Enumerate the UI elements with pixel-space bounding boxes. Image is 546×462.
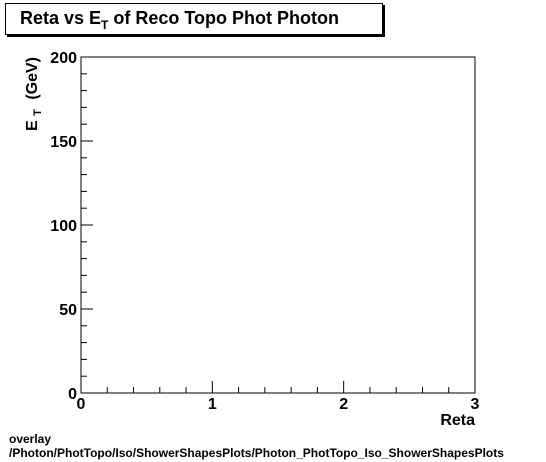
footer-line-overlay: overlay [9, 432, 52, 446]
y-axis-title: E T (GeV) [24, 57, 45, 131]
x-axis-title: Reta [440, 412, 475, 429]
y-tick-label: 150 [50, 134, 77, 151]
footer-caption: overlay /Photon/PhotTopo/Iso/ShowerShape… [9, 432, 504, 460]
x-tick-label: 3 [471, 396, 480, 413]
y-axis-title-main: E [24, 120, 41, 131]
x-tick-label: 0 [77, 396, 86, 413]
x-tick-label: 1 [208, 396, 217, 413]
y-axis-title-unit: (GeV) [24, 57, 41, 100]
chart-title-tail: of Reco Topo Phot Photon [108, 8, 340, 28]
footer-line-path: /Photon/PhotTopo/Iso/ShowerShapesPlots/P… [9, 446, 504, 460]
x-tick-label: 2 [339, 396, 348, 413]
chart-plot: 0 1 2 3 0 50 100 150 200 Reta E T (GeV) [24, 50, 480, 429]
y-tick-label: 0 [68, 386, 77, 403]
y-tick-label: 100 [50, 218, 77, 235]
axis-tick-labels: 0 1 2 3 0 50 100 150 200 [50, 50, 479, 413]
chart-title-main: Reta vs E [20, 8, 102, 28]
plot-frame [80, 56, 476, 394]
chart-title-box: Reta vs ET of Reco Topo Phot Photon [5, 3, 383, 35]
axis-ticks [80, 56, 476, 394]
chart-title-subscript: T [101, 18, 109, 32]
y-tick-label: 200 [50, 50, 77, 67]
chart-title: Reta vs ET of Reco Topo Phot Photon [20, 8, 340, 32]
y-axis-title-subscript: T [32, 109, 44, 116]
y-tick-label: 50 [59, 302, 77, 319]
